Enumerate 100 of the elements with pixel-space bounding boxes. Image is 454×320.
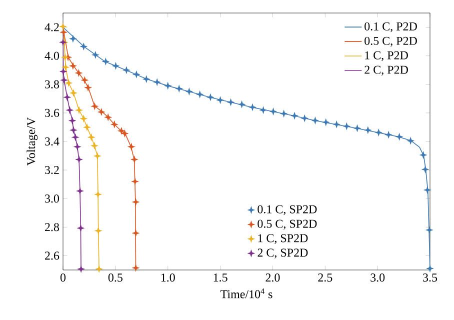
point <box>132 198 140 206</box>
y-tick-label: 4.0 <box>44 52 60 60</box>
point <box>175 84 184 93</box>
point <box>196 90 204 98</box>
point <box>91 50 100 59</box>
point <box>68 34 77 43</box>
point <box>68 62 77 70</box>
point <box>73 142 82 151</box>
point <box>290 112 299 120</box>
point <box>84 84 92 92</box>
point <box>423 186 432 194</box>
point <box>102 58 110 66</box>
point <box>64 78 73 87</box>
point <box>127 142 136 151</box>
point <box>406 136 415 145</box>
point <box>80 114 88 123</box>
x-tick-label: 0 <box>60 274 66 282</box>
x-tick-label: 3.0 <box>370 274 385 282</box>
point <box>226 98 235 106</box>
point <box>93 152 102 160</box>
y-tick-label: 3.6 <box>45 108 60 117</box>
y-tick-label: 3.0 <box>45 194 60 203</box>
point <box>74 68 83 77</box>
point <box>60 76 68 84</box>
x-tick-label: 2.5 <box>318 274 332 282</box>
legend-label: 1 C, P2D <box>365 51 408 62</box>
point <box>90 102 99 110</box>
y-tick-label: 2.6 <box>45 252 60 260</box>
point <box>332 120 341 128</box>
point <box>153 78 162 86</box>
x-tick-label: 1.5 <box>214 274 228 282</box>
point <box>83 123 92 132</box>
point <box>69 126 78 134</box>
point <box>117 126 126 135</box>
x-tick-label: 3.5 <box>423 274 438 282</box>
y-tick-label: 3.8 <box>45 80 60 88</box>
point <box>426 264 434 273</box>
point <box>384 130 393 139</box>
point <box>104 113 112 122</box>
point <box>80 76 89 84</box>
point <box>94 226 102 235</box>
y-tick-label: 2.8 <box>45 223 60 232</box>
point <box>419 151 428 160</box>
point <box>185 88 194 96</box>
point <box>122 66 130 74</box>
point <box>322 118 330 126</box>
legend-label: 1 C, SP2D <box>258 234 308 244</box>
point <box>395 132 404 141</box>
point <box>206 93 214 102</box>
point <box>90 142 98 150</box>
point <box>238 100 246 108</box>
point <box>95 264 104 273</box>
point <box>132 229 140 238</box>
point <box>269 108 278 116</box>
point <box>120 129 129 138</box>
point <box>216 96 224 104</box>
y-tick-label: 4.2 <box>44 23 59 32</box>
legend-label: 0.5 C, P2D <box>364 36 417 47</box>
point <box>374 128 383 136</box>
point <box>59 68 68 76</box>
point <box>280 110 288 118</box>
point <box>248 103 256 112</box>
point <box>130 155 138 164</box>
point <box>132 264 140 272</box>
point <box>76 187 84 196</box>
point <box>421 165 430 174</box>
point <box>112 62 120 70</box>
point <box>62 63 70 72</box>
point <box>87 133 96 142</box>
point <box>63 93 72 102</box>
point <box>71 133 80 142</box>
point <box>259 106 268 114</box>
point <box>97 108 106 116</box>
point <box>77 264 86 273</box>
point <box>94 190 102 198</box>
legend-label: 0.1 C, P2D <box>364 22 417 32</box>
x-axis-title: Time/10$^{4}$ s <box>220 288 272 298</box>
point <box>164 82 172 90</box>
point <box>69 88 78 97</box>
point <box>59 22 68 31</box>
point <box>131 177 140 186</box>
point <box>76 224 85 232</box>
point <box>110 120 118 128</box>
point <box>61 53 70 62</box>
point <box>311 116 320 125</box>
point <box>300 114 309 122</box>
point <box>80 42 88 51</box>
legend-label: 0.5 C, SP2D <box>258 220 317 230</box>
point <box>342 122 351 130</box>
point <box>425 226 434 234</box>
point <box>132 70 140 78</box>
point <box>75 106 84 114</box>
legend-label: 2 C, SP2D <box>258 248 308 258</box>
point <box>75 155 84 164</box>
point <box>142 75 150 84</box>
point <box>364 126 372 134</box>
point <box>66 106 74 114</box>
legend-label: 2 C, P2D <box>364 66 408 76</box>
point <box>60 28 68 36</box>
y-tick-label: 3.4 <box>45 137 60 146</box>
